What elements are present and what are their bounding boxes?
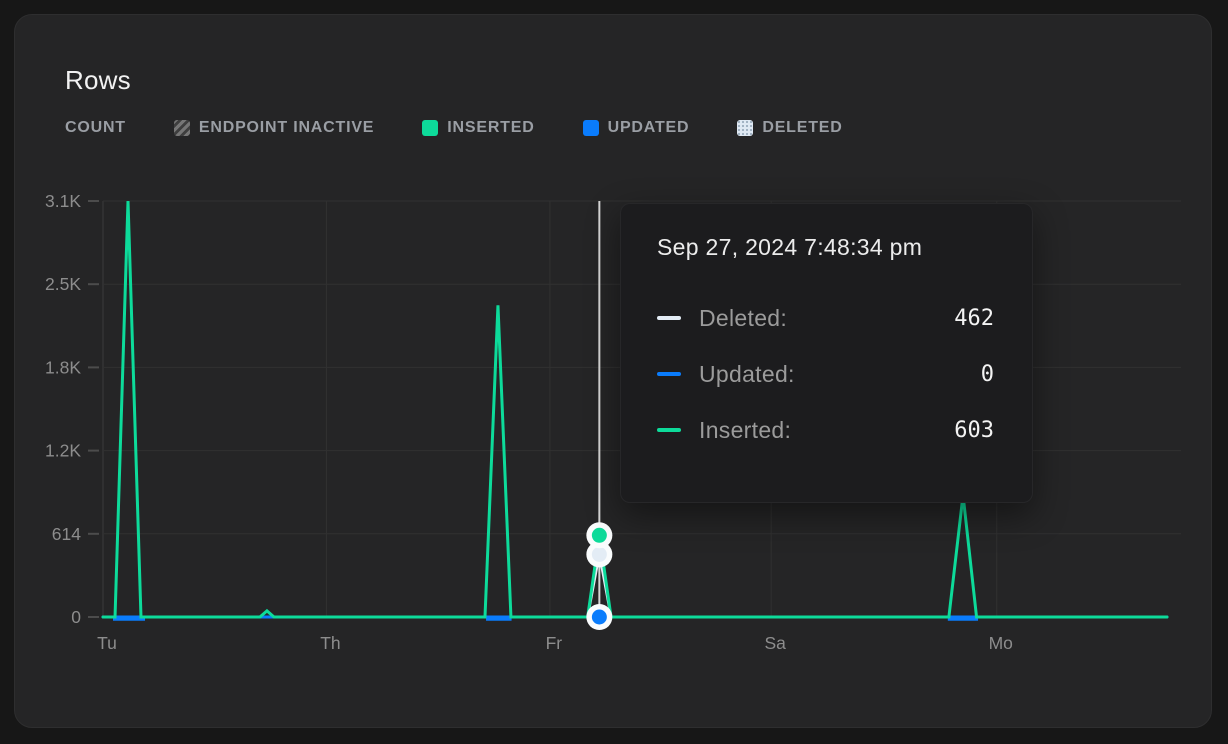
tooltip-inserted-label: Inserted: <box>699 416 792 443</box>
inserted-swatch-icon <box>422 120 439 136</box>
hover-dot-inserted <box>591 527 607 543</box>
deleted-swatch-icon <box>737 120 754 136</box>
legend-endpoint-inactive-label: ENDPOINT INACTIVE <box>198 119 375 136</box>
tooltip-updated-label: Updated: <box>699 360 795 387</box>
tooltip-row-deleted: Deleted: 462 <box>657 303 994 333</box>
tooltip-updated-value: 0 <box>980 361 994 387</box>
endpoint-inactive-hatch-icon <box>173 120 190 136</box>
legend-item-updated[interactable]: UPDATED <box>582 119 690 137</box>
y-tick-label: 1.2K <box>45 441 81 461</box>
legend-item-endpoint-inactive[interactable]: ENDPOINT INACTIVE <box>173 119 375 137</box>
tooltip-deleted-label: Deleted: <box>699 304 788 331</box>
y-tick-label: 3.1K <box>45 191 81 211</box>
legend-item-count[interactable]: COUNT <box>65 119 126 137</box>
y-tick-label: 1.8K <box>45 357 81 377</box>
x-tick-label: Th <box>320 633 340 653</box>
card-title: Rows <box>65 65 131 95</box>
series-line-deleted <box>101 554 1169 619</box>
legend-updated-label: UPDATED <box>607 119 690 136</box>
y-tick-label: 2.5K <box>45 274 81 294</box>
legend-inserted-label: INSERTED <box>447 119 535 136</box>
x-tick-label: Tu <box>97 633 117 653</box>
tooltip-timestamp: Sep 27, 2024 7:48:34 pm <box>657 234 923 260</box>
legend-count-label: COUNT <box>65 119 126 136</box>
tooltip-row-updated: Updated: 0 <box>657 359 994 389</box>
updated-dash-icon <box>657 372 681 376</box>
hover-dot-updated <box>591 609 607 625</box>
tooltip-row-inserted: Inserted: 603 <box>657 415 994 445</box>
legend-deleted-label: DELETED <box>762 119 843 136</box>
inserted-dash-icon <box>657 428 681 432</box>
hover-dot-deleted <box>591 546 607 562</box>
y-tick-label: 0 <box>71 607 81 627</box>
tooltip-inserted-value: 603 <box>954 417 994 443</box>
tooltip-deleted-value: 462 <box>954 305 994 331</box>
updated-swatch-icon <box>582 120 599 136</box>
y-tick-label: 614 <box>52 524 81 544</box>
deleted-dash-icon <box>657 316 681 320</box>
chart-legend: COUNT ENDPOINT INACTIVE INSERTED UPDATED… <box>65 114 843 142</box>
chart-tooltip: Sep 27, 2024 7:48:34 pm Deleted: 462 Upd… <box>620 203 1033 503</box>
x-tick-label: Fr <box>546 633 563 653</box>
series-line-inserted <box>101 200 1169 619</box>
legend-item-inserted[interactable]: INSERTED <box>422 119 534 137</box>
legend-item-deleted[interactable]: DELETED <box>737 119 842 137</box>
x-tick-label: Sa <box>764 633 786 653</box>
x-tick-label: Mo <box>989 633 1013 653</box>
